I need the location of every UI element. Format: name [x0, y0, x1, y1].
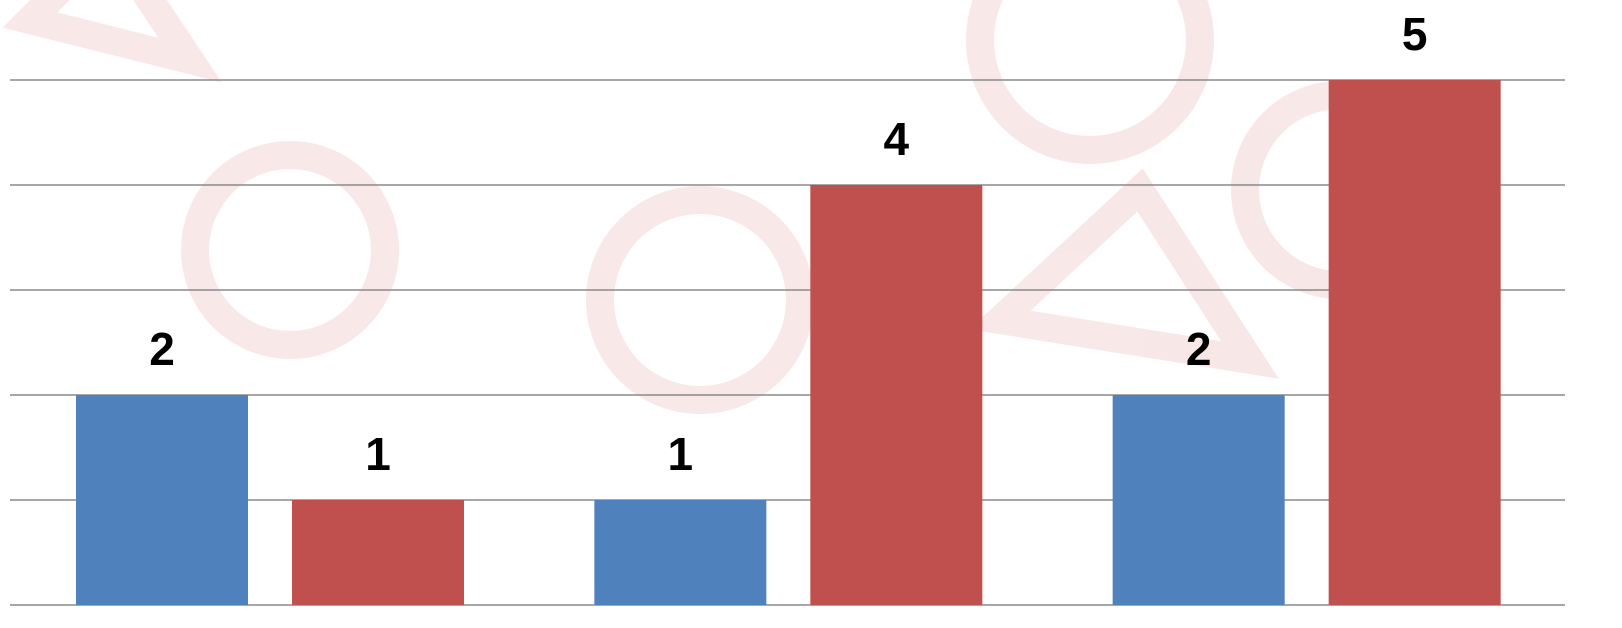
bar: [292, 500, 464, 605]
data-label: 4: [884, 113, 910, 165]
data-label: 5: [1402, 8, 1428, 60]
bar: [1112, 395, 1285, 605]
data-label: 2: [149, 323, 175, 375]
data-label: 1: [365, 428, 391, 480]
background-decoration: [2, 0, 1449, 414]
data-label: 2: [1186, 323, 1212, 375]
data-label: 1: [668, 428, 694, 480]
bar: [76, 395, 248, 605]
bar: [810, 185, 983, 605]
bar: [1328, 80, 1501, 605]
bar: [594, 500, 767, 605]
